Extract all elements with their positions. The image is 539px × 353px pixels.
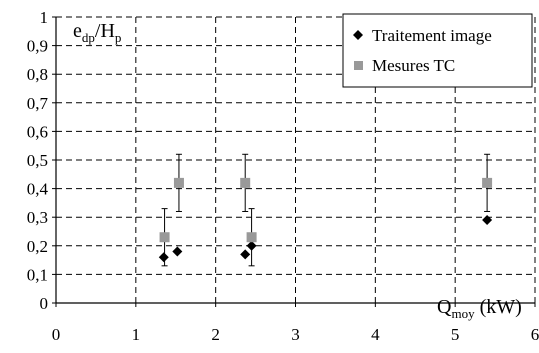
y-tick-label: 0,7 — [27, 94, 49, 113]
legend-label-mesures: Mesures TC — [372, 56, 455, 75]
square-point — [246, 232, 257, 243]
y-tick-label: 0,8 — [27, 65, 48, 84]
x-tick-label: 5 — [451, 325, 460, 344]
y-tick-label: 1 — [40, 8, 49, 27]
legend-square-marker — [354, 61, 363, 70]
square-point — [482, 177, 493, 188]
y-tick-label: 0,6 — [27, 122, 48, 141]
square-point — [173, 177, 184, 188]
legend: Traitement image Mesures TC — [342, 13, 533, 88]
x-axis-label: Qmoy (kW) — [437, 296, 522, 321]
y-tick-label: 0,5 — [27, 151, 48, 170]
y-tick-label: 0,4 — [27, 180, 49, 199]
x-tick-label: 1 — [132, 325, 141, 344]
diamond-point — [240, 249, 251, 260]
x-tick-labels: 0 1 2 3 4 5 6 — [52, 325, 539, 344]
y-tick-label: 0,3 — [27, 208, 48, 227]
x-tick-label: 2 — [211, 325, 220, 344]
y-tick-label: 0,9 — [27, 37, 48, 56]
x-tick-label: 6 — [531, 325, 539, 344]
y-tick-label: 0 — [40, 294, 49, 313]
grid-lines — [56, 16, 536, 303]
data-marks — [158, 153, 493, 267]
legend-diamond-marker — [353, 30, 363, 40]
diamond-point — [482, 215, 493, 226]
x-tick-label: 4 — [371, 325, 380, 344]
y-axis-label: edp/Hp — [73, 20, 121, 45]
square-point — [159, 232, 170, 243]
x-tick-label: 0 — [52, 325, 61, 344]
y-tick-label: 0,1 — [27, 265, 48, 284]
x-tick-label: 3 — [291, 325, 300, 344]
legend-box — [342, 13, 533, 88]
diamond-point — [158, 252, 169, 263]
y-tick-labels: 0 0,1 0,2 0,3 0,4 0,5 0,6 0,7 0,8 0,9 1 — [27, 8, 49, 313]
legend-label-traitement: Traitement image — [372, 26, 492, 45]
diamond-point — [172, 246, 183, 257]
y-tick-label: 0,2 — [27, 237, 48, 256]
square-point — [240, 177, 251, 188]
axes — [52, 16, 536, 307]
